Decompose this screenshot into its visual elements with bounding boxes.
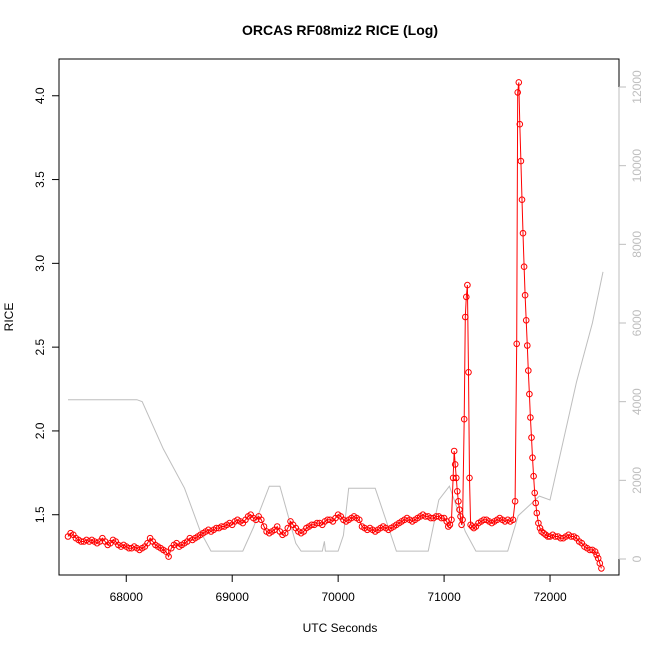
- data-point: [466, 474, 473, 482]
- data-point: [284, 524, 292, 532]
- y2-tick-label: 6000: [630, 309, 644, 336]
- y2-tick-label: 2000: [630, 467, 644, 494]
- data-point: [445, 523, 452, 530]
- data-point: [525, 367, 532, 374]
- data-point: [281, 529, 289, 537]
- data-point: [468, 523, 476, 530]
- data-point: [591, 548, 599, 555]
- x-tick-label: 68000: [110, 590, 144, 604]
- y-tick-label: 3.5: [33, 171, 47, 188]
- y2-tick-label: 12000: [630, 70, 644, 104]
- y2-axis: 0 2000 4000 6000 8000 10000 12000: [618, 70, 644, 562]
- data-point: [165, 553, 172, 560]
- data-point: [593, 551, 600, 559]
- data-point: [530, 472, 537, 480]
- data-point: [518, 196, 526, 203]
- data-point: [527, 414, 534, 421]
- data-point: [536, 524, 544, 532]
- secondary-series: [68, 271, 604, 552]
- data-point: [542, 531, 550, 539]
- x-tick-label: 71000: [427, 590, 461, 604]
- data-point: [438, 514, 445, 522]
- data-point: [598, 565, 605, 572]
- data-point: [450, 447, 458, 455]
- y-tick-label: 3.0: [33, 255, 47, 272]
- data-point: [451, 461, 459, 468]
- data-point: [511, 498, 519, 505]
- data-point: [454, 488, 461, 495]
- data-point: [516, 120, 524, 128]
- data-point: [514, 89, 522, 96]
- y-tick-label: 4.0: [33, 87, 47, 104]
- data-point: [162, 548, 170, 555]
- data-point: [258, 516, 265, 524]
- data-point: [449, 474, 457, 482]
- chart-title: ORCAS RF08miz2 RICE (Log): [242, 22, 438, 38]
- data-point: [515, 79, 523, 86]
- y-axis-label: RICE: [2, 303, 16, 332]
- data-point: [509, 516, 517, 524]
- x-tick-label: 72000: [533, 590, 567, 604]
- data-point: [273, 523, 281, 530]
- y2-tick-label: 0: [630, 555, 644, 562]
- primary-series-line: [67, 82, 602, 569]
- secondary-series-line: [68, 271, 604, 552]
- data-point: [538, 528, 545, 535]
- data-point: [455, 498, 462, 505]
- data-point: [460, 415, 468, 423]
- data-point: [532, 499, 540, 507]
- primary-series: [64, 79, 605, 572]
- data-point: [513, 340, 521, 348]
- data-point: [522, 317, 530, 324]
- data-point: [459, 516, 466, 524]
- y2-tick-label: 10000: [630, 149, 644, 183]
- x-axis: 68000 69000 70000 71000 72000: [110, 574, 567, 604]
- data-point: [521, 291, 529, 299]
- data-point: [453, 474, 460, 482]
- y2-tick-label: 4000: [630, 388, 644, 415]
- data-point: [531, 489, 539, 497]
- data-point: [448, 516, 455, 524]
- data-point: [456, 506, 463, 514]
- data-point: [260, 523, 268, 530]
- y-tick-label: 2.5: [33, 338, 47, 355]
- data-point: [465, 369, 472, 376]
- data-point: [526, 390, 533, 398]
- x-tick-label: 70000: [321, 590, 355, 604]
- data-point: [529, 454, 536, 462]
- y-tick-label: 2.0: [33, 422, 47, 439]
- data-point: [462, 313, 469, 321]
- y-axis: 1.5 2.0 2.5 3.0 3.5 4.0: [33, 87, 60, 523]
- data-point: [517, 157, 525, 165]
- data-point: [463, 293, 470, 301]
- y2-tick-label: 8000: [630, 231, 644, 258]
- data-point: [533, 509, 541, 517]
- x-axis-label: UTC Seconds: [303, 621, 378, 635]
- x-tick-label: 69000: [216, 590, 250, 604]
- data-point: [528, 434, 535, 441]
- data-point: [356, 516, 363, 524]
- data-point: [520, 263, 528, 271]
- data-point: [457, 513, 464, 520]
- data-point: [464, 281, 471, 289]
- y-tick-label: 1.5: [33, 506, 47, 523]
- data-point: [519, 229, 527, 237]
- data-point: [524, 342, 531, 349]
